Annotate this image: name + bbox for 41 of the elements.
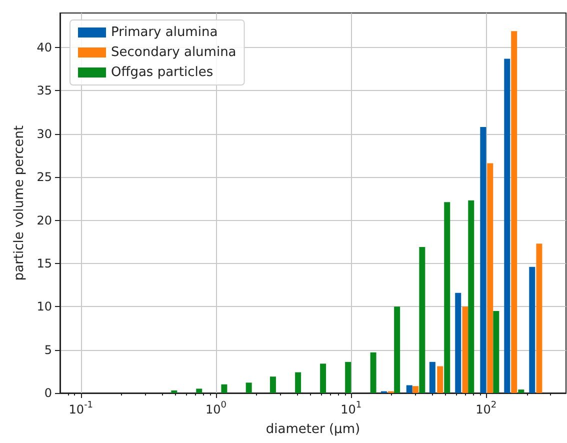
legend-label: Offgas particles <box>111 65 214 80</box>
y-tick-label: 5 <box>44 342 52 357</box>
y-tick-label: 30 <box>36 126 52 141</box>
bar <box>487 163 494 393</box>
bar <box>221 384 228 393</box>
bar <box>493 310 500 393</box>
bar <box>511 31 518 393</box>
bar <box>462 306 468 393</box>
bar <box>171 390 178 393</box>
bar <box>270 376 276 393</box>
bar <box>455 292 462 393</box>
bar <box>468 200 474 393</box>
y-tick-label: 15 <box>36 256 52 270</box>
legend-label: Primary alumina <box>111 25 218 40</box>
bar <box>480 127 486 393</box>
legend-label: Secondary alumina <box>111 45 236 60</box>
y-tick-label: 40 <box>36 40 52 55</box>
bar <box>518 390 524 393</box>
y-tick-label: 25 <box>36 170 52 184</box>
y-tick-label: 35 <box>36 84 52 98</box>
bar <box>320 364 326 393</box>
bar <box>419 247 426 393</box>
bar <box>412 386 419 393</box>
bar <box>529 266 536 393</box>
y-tick-label: 20 <box>36 213 52 228</box>
bar <box>196 388 202 393</box>
bar <box>246 382 252 393</box>
bar <box>406 385 412 393</box>
x-axis-title: diameter (μm) <box>266 422 360 437</box>
y-axis-title: particle volume percent <box>12 125 27 281</box>
y-tick-label: 0 <box>44 386 52 400</box>
bar <box>345 362 352 393</box>
bar <box>437 366 444 393</box>
bar <box>429 362 436 393</box>
bar <box>394 306 400 393</box>
bar <box>295 372 302 393</box>
bar <box>504 58 510 393</box>
bar <box>536 244 542 393</box>
bar <box>370 352 376 393</box>
bar <box>444 202 450 393</box>
y-tick-label: 10 <box>36 300 52 314</box>
